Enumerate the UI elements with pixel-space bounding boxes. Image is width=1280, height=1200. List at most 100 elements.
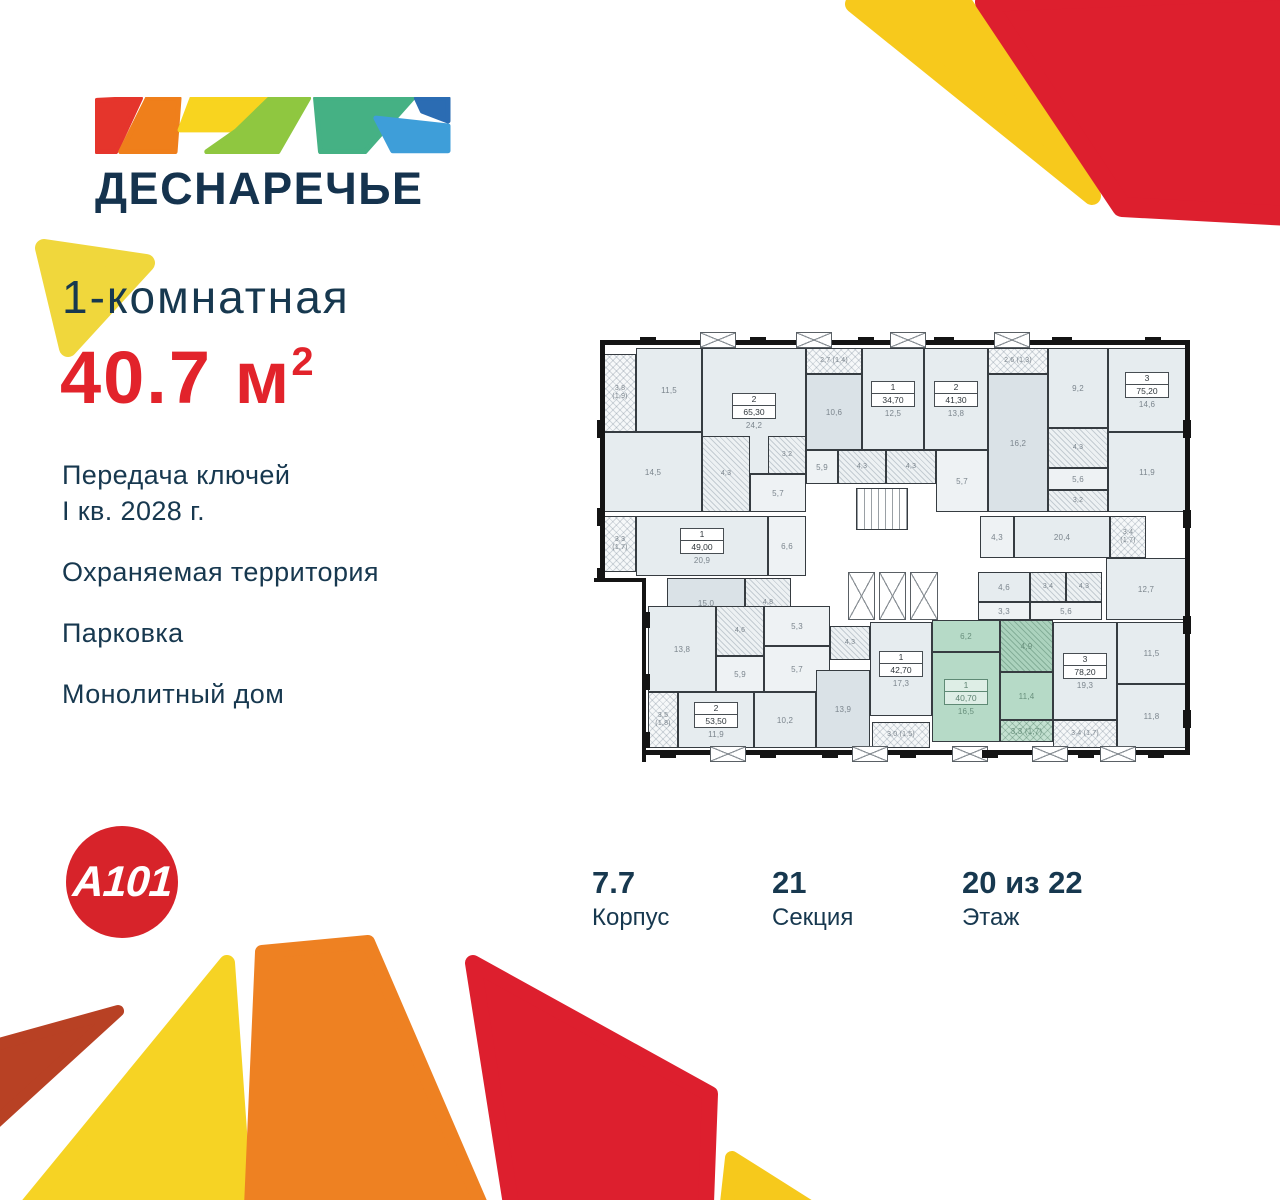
room-area-label: 15,0 <box>697 598 715 608</box>
wall-pier <box>597 508 605 526</box>
plan-room: 2 53,50 11,9 <box>678 692 754 748</box>
plan-room: 10,6 <box>806 374 862 450</box>
developer-logo-text: А101 <box>70 857 174 906</box>
elevator-icon <box>879 572 906 620</box>
plan-room: 11,5 <box>1117 622 1186 684</box>
plan-room: 5,9 <box>806 450 838 484</box>
room-area-label: 3,5 (1,8) <box>655 712 671 727</box>
room-area-label: 4,6 <box>734 627 746 634</box>
plan-room: 1 34,70 12,5 <box>862 348 924 450</box>
balcony-box-icon <box>994 332 1030 348</box>
room-area-label: 11,5 <box>1143 648 1160 658</box>
balcony-box-icon <box>710 746 746 762</box>
plan-room: 2,7 (1,4) <box>806 348 862 374</box>
plan-room: 5,6 <box>1048 468 1108 490</box>
room-area-label: 24,2 <box>745 420 763 430</box>
plan-room: 11,8 <box>1117 684 1186 748</box>
plan-room: 4,6 <box>978 572 1030 602</box>
room-area-label: 3,2 <box>1072 497 1084 504</box>
room-area-label: 13,9 <box>834 704 852 714</box>
plan-room: 2,6 (1,3) <box>988 348 1048 374</box>
plan-room: 5,9 <box>716 656 764 692</box>
highlighted-apartment-room: 11,4 <box>1000 672 1053 720</box>
apartment-label: 1 49,00 <box>680 527 724 554</box>
room-area-label: 14,6 <box>1138 399 1156 409</box>
stat-floor-value: 20 из 22 <box>962 865 1083 900</box>
room-area-label: 10,2 <box>776 715 794 725</box>
plan-room: 4,3 <box>1048 428 1108 468</box>
room-area-label: 20,9 <box>693 555 711 565</box>
stat-building-label: Корпус <box>592 904 670 931</box>
room-area-label: 3,3 <box>998 606 1010 616</box>
room-area-label: 3,0 (1,5) <box>887 731 915 738</box>
plan-room: 3 75,20 14,6 <box>1108 348 1186 432</box>
stat-floor: 20 из 22 Этаж <box>962 866 1083 931</box>
plan-room: 2 41,30 13,8 <box>924 348 988 450</box>
plan-room: 11,9 <box>1108 432 1186 512</box>
room-area-label: 16,2 <box>1009 438 1027 448</box>
room-area-label: 12,7 <box>1137 584 1155 594</box>
apartment-label: 1 40,70 <box>944 678 988 705</box>
plan-room: 3,3 <box>978 602 1030 620</box>
room-area-label: 13,8 <box>947 408 965 418</box>
plan-room: 4,3 <box>830 626 870 660</box>
developer-logo: А101 <box>66 826 178 938</box>
room-area-label: 5,7 <box>956 476 968 486</box>
balcony-box-icon <box>796 332 832 348</box>
plan-room: 14,5 <box>604 432 702 512</box>
balcony-box-icon <box>852 746 888 762</box>
floor-plan: 3,8 (1,9) 11,5 2 65,30 24,2 14,5 4,3 3,2 5,7 2,7 … <box>594 332 1191 762</box>
room-area-label: 5,7 <box>791 664 803 674</box>
room-area-label: 3,2 <box>781 451 793 458</box>
wall-pier <box>858 337 874 345</box>
wall-pier <box>1183 420 1191 438</box>
room-area-label: 11,9 <box>1139 467 1155 477</box>
plan-room: 5,7 <box>750 474 806 512</box>
plan-room: 4,3 <box>1066 572 1102 602</box>
room-area-label: 2,7 (1,4) <box>820 357 848 364</box>
plan-room: 13,8 <box>648 606 716 692</box>
balcony-box-icon <box>1100 746 1136 762</box>
room-area-label: 4,3 <box>844 639 856 646</box>
decor-red-shape-bottom <box>465 955 718 1200</box>
wall-pier <box>760 750 776 758</box>
room-area-label: 11,8 <box>1143 711 1160 721</box>
plan-room: 3,3 (1,7) <box>604 516 636 572</box>
room-area-label: 9,2 <box>1072 383 1084 393</box>
plan-room: 4,3 <box>702 436 750 512</box>
plan-room: 6,2 <box>932 620 1000 652</box>
room-area-label: 3,4 <box>1042 583 1054 590</box>
wall-pier <box>900 750 916 758</box>
apartment-label: 3 75,20 <box>1125 371 1169 398</box>
highlighted-apartment-room: 3,3 (1,7) <box>1000 720 1053 742</box>
balcony-box-icon <box>890 332 926 348</box>
apartment-label: 1 42,70 <box>879 650 923 677</box>
room-area-label: 14,5 <box>644 467 662 477</box>
decor-yellow-small <box>720 1151 812 1200</box>
room-area-label: 11,4 <box>1018 691 1035 701</box>
wall-pier <box>642 612 650 628</box>
plan-room: 12,7 <box>1106 558 1186 620</box>
plan-room: 10,2 <box>754 692 816 748</box>
plan-room: 5,6 <box>1030 602 1102 620</box>
area-value: 40.7 <box>60 336 213 419</box>
stat-section-label: Секция <box>772 904 854 931</box>
apartment-label: 1 34,70 <box>871 380 915 407</box>
room-area-label: 13,8 <box>673 644 691 654</box>
decor-yellow-wedge-top <box>845 0 1101 205</box>
plan-room: 16,2 <box>988 374 1048 512</box>
plan-room: 3,8 (1,9) <box>604 354 636 432</box>
plan-room: 4,9 <box>1000 620 1053 672</box>
room-area-label: 4,6 <box>998 582 1010 592</box>
decor-red-corner-top <box>975 0 1280 226</box>
room-area-label: 20,4 <box>1053 532 1071 542</box>
feature-guarded-territory: Охраняемая территория <box>62 556 379 587</box>
room-area-label: 3,4 (1,7) <box>1071 730 1099 737</box>
plan-room: 1 49,00 20,9 <box>636 516 768 576</box>
balcony-box-icon <box>700 332 736 348</box>
room-area-label: 11,5 <box>661 385 677 395</box>
decor-orange-trapezoid <box>244 935 487 1200</box>
wall-pier <box>660 750 676 758</box>
plan-room: 3,0 (1,5) <box>872 722 930 748</box>
stairs-icon <box>856 488 908 530</box>
